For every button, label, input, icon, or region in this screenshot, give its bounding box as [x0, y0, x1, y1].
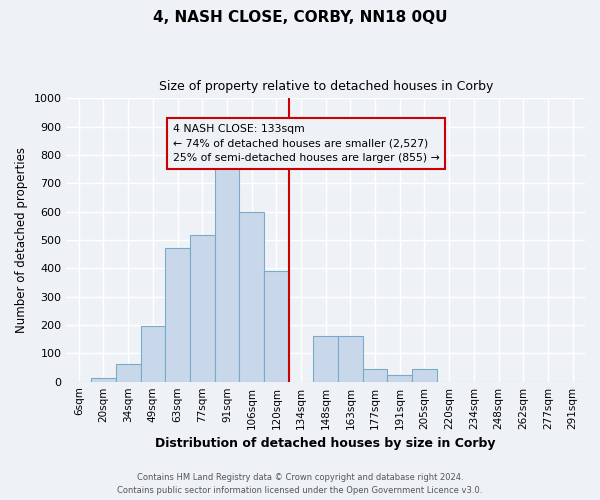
- Text: Contains HM Land Registry data © Crown copyright and database right 2024.
Contai: Contains HM Land Registry data © Crown c…: [118, 474, 482, 495]
- Bar: [190, 234, 215, 382]
- Bar: [239, 212, 264, 382]
- Bar: [140, 326, 165, 382]
- Bar: [363, 370, 388, 382]
- Bar: [313, 336, 338, 382]
- Bar: [412, 369, 437, 382]
- Bar: [388, 374, 412, 382]
- Bar: [91, 378, 116, 382]
- X-axis label: Distribution of detached houses by size in Corby: Distribution of detached houses by size …: [155, 437, 496, 450]
- Text: 4 NASH CLOSE: 133sqm
← 74% of detached houses are smaller (2,527)
25% of semi-de: 4 NASH CLOSE: 133sqm ← 74% of detached h…: [173, 124, 439, 164]
- Bar: [264, 271, 289, 382]
- Bar: [116, 364, 140, 382]
- Bar: [165, 248, 190, 382]
- Title: Size of property relative to detached houses in Corby: Size of property relative to detached ho…: [158, 80, 493, 93]
- Y-axis label: Number of detached properties: Number of detached properties: [15, 147, 28, 333]
- Bar: [338, 336, 363, 382]
- Bar: [215, 167, 239, 382]
- Text: 4, NASH CLOSE, CORBY, NN18 0QU: 4, NASH CLOSE, CORBY, NN18 0QU: [153, 10, 447, 25]
